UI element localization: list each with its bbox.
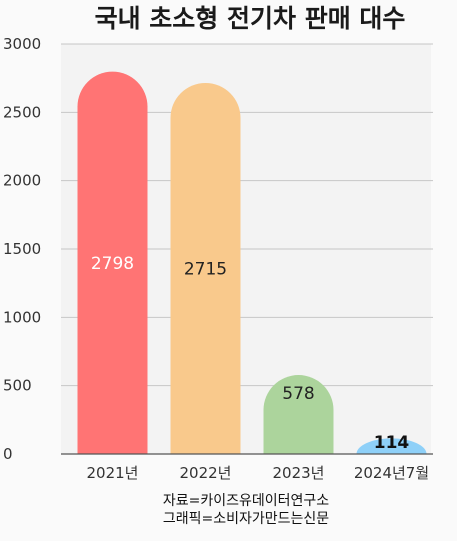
y-tick-label: 500 <box>3 377 32 395</box>
bar-value-label: 578 <box>282 384 314 404</box>
bar-1 <box>170 82 241 454</box>
source-line-2: 그래픽=소비자가만드는신문 <box>163 511 329 527</box>
x-tick-label: 2023년 <box>273 464 325 482</box>
chart-title: 국내 초소형 전기차 판매 대수 <box>95 4 406 33</box>
y-tick-label: 0 <box>3 445 13 463</box>
x-tick-label: 2021년 <box>87 464 139 482</box>
source-line-1: 자료=카이즈유데이터연구소 <box>163 493 329 509</box>
bar-0 <box>77 71 148 454</box>
x-axis: 2021년 2022년 2023년 2024년7월 <box>61 453 433 482</box>
y-tick-label: 1000 <box>3 308 41 326</box>
y-axis: 0 500 1000 1500 2000 2500 3000 <box>3 35 41 463</box>
bar-3 <box>356 438 427 454</box>
y-tick-label: 3000 <box>3 35 41 53</box>
bar-value-label: 2798 <box>91 254 134 274</box>
y-tick-label: 1500 <box>3 240 41 258</box>
y-tick-label: 2000 <box>3 172 41 190</box>
bar-value-label: 2715 <box>184 259 227 279</box>
bar-value-label: 114 <box>374 433 410 453</box>
x-tick-label: 2024년7월 <box>354 464 429 482</box>
bar-2 <box>263 375 334 454</box>
bars: 2798 2715 578 114 <box>77 71 427 454</box>
x-tick-label: 2022년 <box>180 464 232 482</box>
y-tick-label: 2500 <box>3 103 41 121</box>
